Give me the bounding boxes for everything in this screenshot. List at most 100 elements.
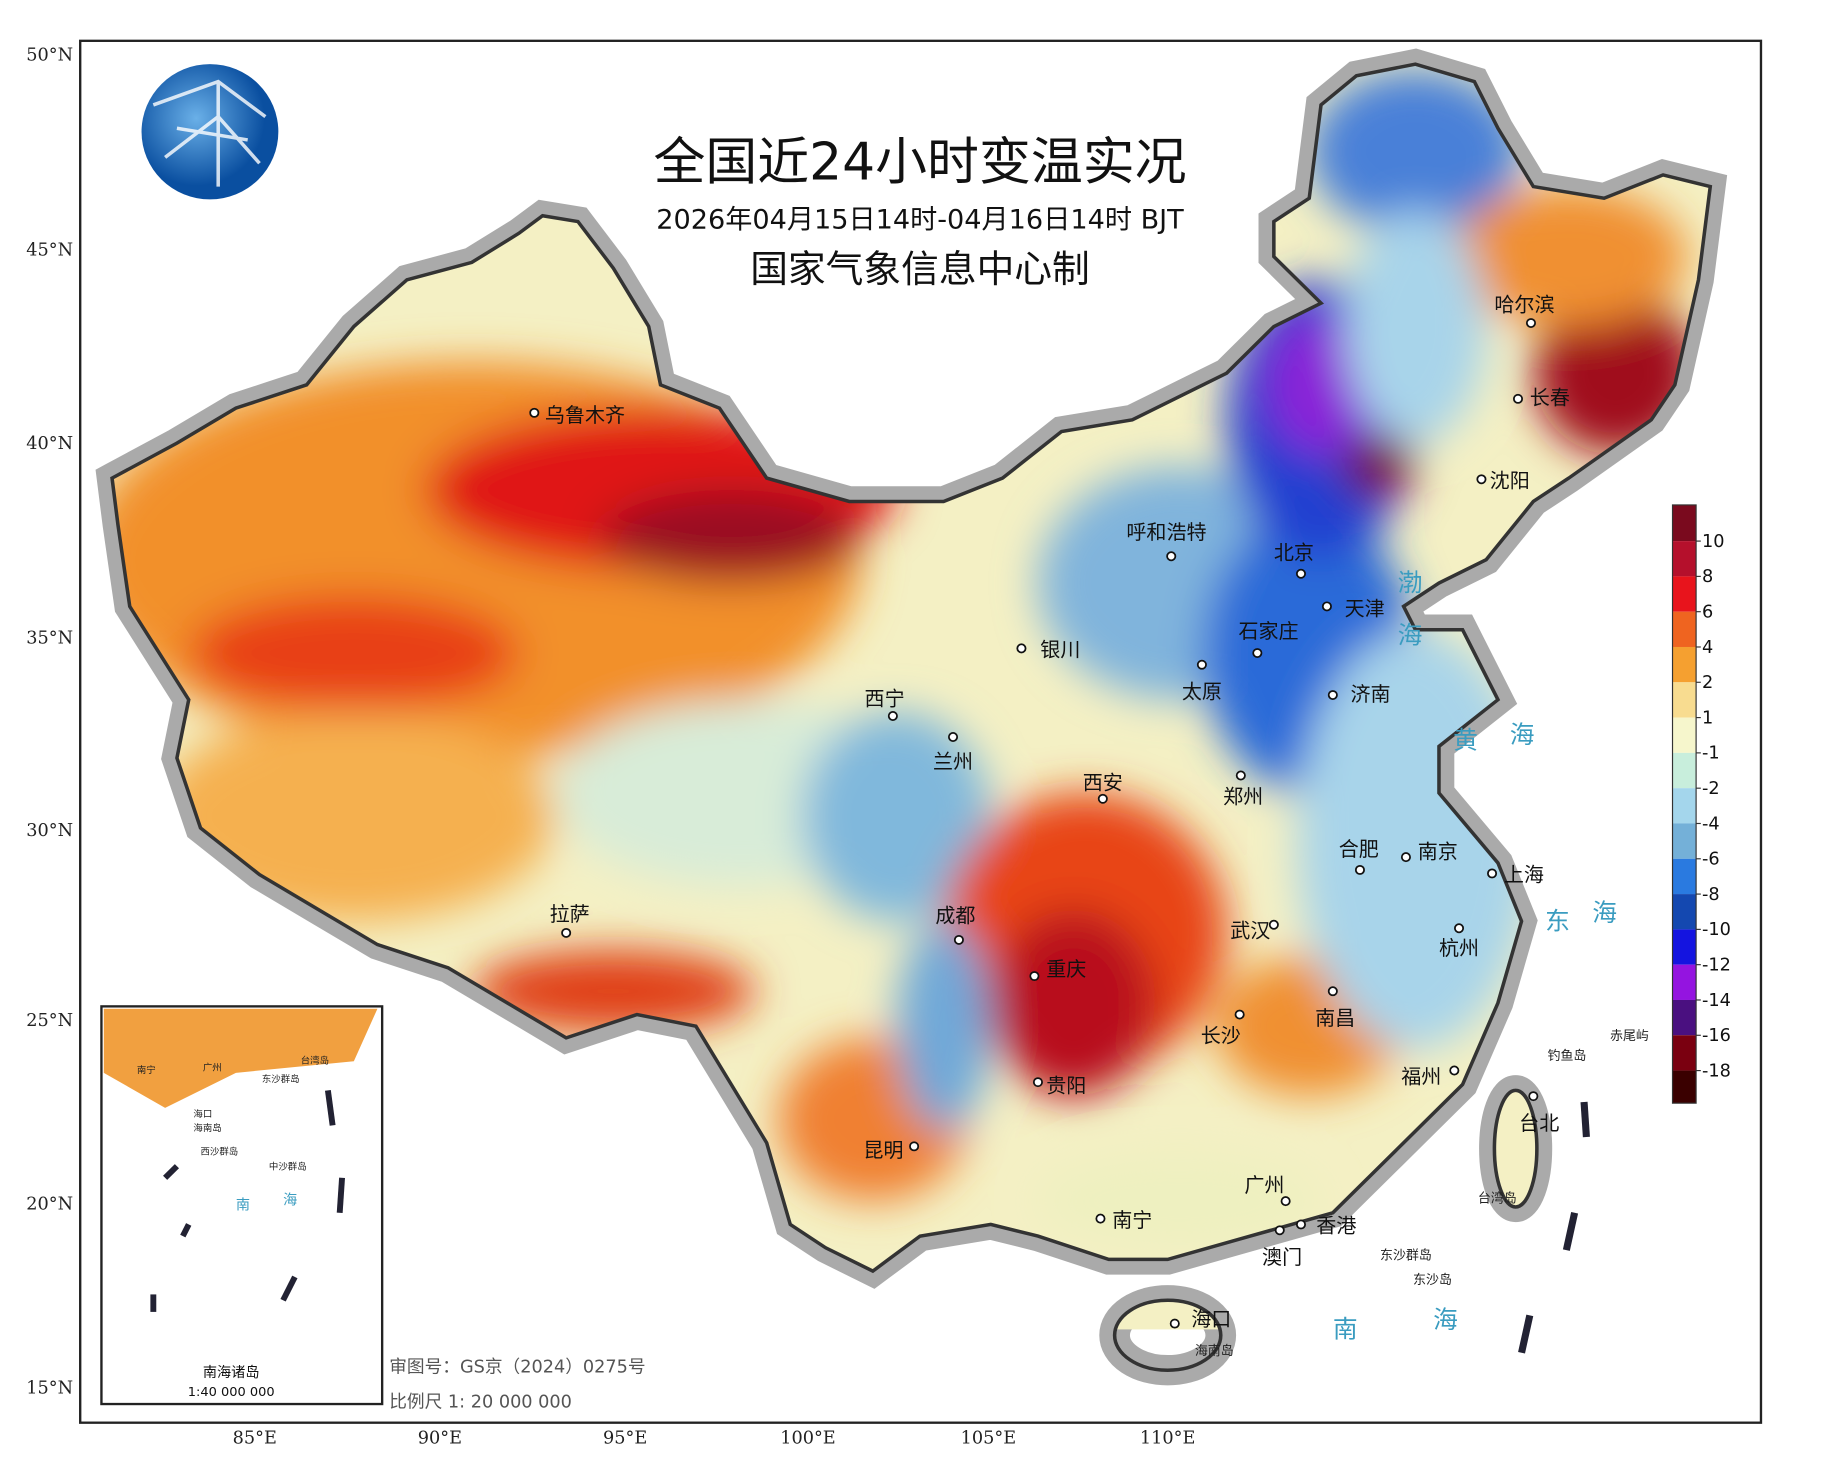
city-label: 北京 [1274, 542, 1314, 565]
colorbar-label: -1 [1702, 744, 1720, 764]
colorbar-label: 1 [1702, 709, 1713, 729]
colorbar-label: -2 [1702, 779, 1720, 799]
city-label: 哈尔滨 [1494, 293, 1554, 316]
city-label: 济南 [1351, 683, 1391, 706]
colorbar-segment [1672, 999, 1697, 1036]
colorbar-label: -16 [1702, 1026, 1731, 1046]
city-dot [948, 732, 959, 742]
nine-dash-line [1518, 1101, 1590, 1354]
city-dot [1280, 1196, 1291, 1207]
city-dot [1454, 923, 1465, 934]
colorbar-segment [1672, 646, 1697, 683]
colorbar-label: -18 [1702, 1061, 1731, 1081]
city-label: 拉萨 [550, 903, 590, 926]
island-label: 台湾岛 [1478, 1190, 1517, 1206]
colorbar-segment [1672, 858, 1697, 895]
subtitle: 2026年04月15日14时-04月16日14时 BJT [656, 205, 1184, 236]
lat-label: 40°N [26, 434, 73, 454]
city-label: 武汉 [1230, 920, 1270, 943]
sea-label: 东 [1545, 907, 1570, 936]
island-label: 东沙群岛 [1380, 1248, 1432, 1264]
lat-label: 50°N [26, 46, 73, 66]
island-label: 东沙岛 [1413, 1272, 1452, 1288]
inset-label: 海口 [193, 1108, 212, 1120]
city-label: 福州 [1401, 1065, 1441, 1088]
city-dot [561, 927, 572, 938]
city-dot [1295, 568, 1306, 579]
city-label: 乌鲁木齐 [545, 404, 625, 427]
colorbar-label: -6 [1702, 850, 1720, 870]
city-label: 沈阳 [1490, 470, 1530, 493]
lon-label: 85°E [233, 1429, 277, 1449]
colorbar-label: 8 [1702, 567, 1713, 587]
city-dot [1512, 393, 1524, 404]
colorbar-segment [1672, 504, 1697, 542]
city-dot [1476, 474, 1487, 485]
inset-label: 广州 [203, 1062, 222, 1074]
inset-label: 海南岛 [193, 1122, 221, 1134]
colorbar-label: 2 [1702, 673, 1713, 693]
colorbar-segment [1672, 964, 1697, 1000]
city-label: 银川 [1040, 639, 1080, 662]
colorbar-segment [1672, 576, 1697, 612]
scale: 比例尺 1: 20 000 000 [389, 1393, 572, 1413]
sea-label: 海 [1592, 898, 1617, 927]
lat-label: 20°N [26, 1194, 73, 1214]
colorbar-segment [1672, 788, 1697, 824]
inset-label: 南宁 [137, 1064, 156, 1076]
city-label: 呼和浩特 [1126, 521, 1206, 544]
colorbar-label: -14 [1702, 991, 1731, 1011]
city-dot [1016, 643, 1027, 654]
city-dot [1169, 1318, 1180, 1329]
city-label: 重庆 [1046, 958, 1086, 981]
city-dot [1528, 1091, 1539, 1102]
city-label: 西安 [1083, 772, 1123, 795]
colorbar-segment [1672, 611, 1697, 647]
credit: 国家气象信息中心制 [750, 247, 1090, 291]
city-dot [909, 1141, 920, 1152]
colorbar-label: 4 [1702, 638, 1713, 658]
lon-label: 105°E [961, 1429, 1017, 1449]
city-dot [1252, 648, 1263, 658]
city-dot [1095, 1213, 1106, 1224]
inset-label: 海 [283, 1193, 297, 1209]
city-label: 广州 [1244, 1174, 1284, 1197]
colorbar-segment [1672, 682, 1697, 718]
island-label: 赤尾屿 [1610, 1029, 1649, 1044]
colorbar-label: 10 [1702, 532, 1725, 552]
city-dot [1449, 1065, 1460, 1076]
city-label: 长春 [1530, 387, 1570, 410]
colorbar-label: -12 [1702, 956, 1731, 976]
lat-label: 25°N [26, 1011, 73, 1031]
lon-label: 90°E [418, 1429, 462, 1449]
colorbar-segment [1672, 752, 1697, 789]
colorbar-segment [1672, 1070, 1697, 1104]
city-dot [1327, 986, 1338, 997]
city-label: 成都 [935, 905, 975, 928]
city-label: 太原 [1182, 681, 1222, 704]
inset-label: 西沙群岛 [201, 1146, 239, 1158]
city-label: 南昌 [1315, 1007, 1355, 1030]
city-dot [1235, 770, 1246, 781]
city-dot [953, 934, 964, 945]
city-dot [887, 711, 898, 721]
inset-label: 南 [236, 1197, 250, 1213]
inset-scale: 1:40 000 000 [188, 1385, 275, 1400]
city-label: 南宁 [1112, 1209, 1152, 1232]
sea-label: 黄 [1453, 726, 1478, 755]
colorbar-segment [1672, 929, 1697, 965]
city-label: 长沙 [1201, 1025, 1241, 1048]
city-label: 天津 [1345, 598, 1385, 621]
city-dot [1166, 551, 1177, 562]
city-dot [1354, 864, 1365, 875]
city-dot [1196, 659, 1207, 670]
colorbar-label: -8 [1702, 885, 1720, 905]
city-dot [1234, 1009, 1245, 1020]
city-label: 西宁 [865, 688, 905, 711]
colorbar-label: 6 [1702, 603, 1713, 623]
island-label: 钓鱼岛 [1547, 1048, 1586, 1064]
colorbar-segment [1672, 717, 1697, 753]
island-label: 海南岛 [1195, 1343, 1234, 1359]
city-dot [1400, 852, 1411, 863]
